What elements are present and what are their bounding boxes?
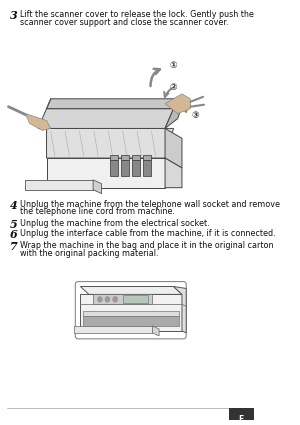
Polygon shape bbox=[110, 155, 118, 160]
Polygon shape bbox=[26, 113, 51, 130]
Polygon shape bbox=[110, 160, 118, 176]
Polygon shape bbox=[83, 311, 179, 316]
Text: 3: 3 bbox=[10, 10, 18, 21]
Polygon shape bbox=[165, 106, 182, 128]
Polygon shape bbox=[74, 326, 152, 333]
Text: 7: 7 bbox=[10, 241, 18, 252]
Polygon shape bbox=[46, 158, 165, 188]
Polygon shape bbox=[123, 295, 148, 303]
Polygon shape bbox=[143, 155, 152, 160]
Bar bbox=[229, 408, 254, 420]
Text: 5: 5 bbox=[10, 219, 18, 230]
Text: with the original packing material.: with the original packing material. bbox=[20, 249, 159, 258]
Polygon shape bbox=[93, 180, 102, 194]
Circle shape bbox=[105, 297, 110, 302]
Polygon shape bbox=[38, 109, 173, 128]
Polygon shape bbox=[93, 295, 152, 304]
Polygon shape bbox=[132, 160, 140, 176]
Polygon shape bbox=[121, 155, 130, 160]
Polygon shape bbox=[152, 326, 159, 336]
Polygon shape bbox=[46, 128, 173, 158]
Text: Lift the scanner cover to release the lock. Gently push the: Lift the scanner cover to release the lo… bbox=[20, 10, 254, 19]
Circle shape bbox=[113, 297, 117, 302]
Polygon shape bbox=[165, 128, 182, 168]
Polygon shape bbox=[46, 99, 178, 109]
Polygon shape bbox=[121, 160, 130, 176]
Text: the telephone line cord from machine.: the telephone line cord from machine. bbox=[20, 207, 175, 216]
Polygon shape bbox=[80, 286, 182, 295]
Polygon shape bbox=[165, 94, 190, 113]
Text: scanner cover support and close the scanner cover.: scanner cover support and close the scan… bbox=[20, 18, 229, 27]
Text: ②: ② bbox=[169, 83, 177, 92]
Polygon shape bbox=[165, 158, 182, 188]
Text: Unplug the machine from the electrical socket.: Unplug the machine from the electrical s… bbox=[20, 219, 210, 228]
Polygon shape bbox=[173, 286, 186, 333]
Polygon shape bbox=[83, 316, 179, 326]
Polygon shape bbox=[143, 160, 152, 176]
Text: ③: ③ bbox=[191, 110, 199, 120]
Text: Unplug the machine from the telephone wall socket and remove: Unplug the machine from the telephone wa… bbox=[20, 200, 280, 209]
Circle shape bbox=[98, 297, 102, 302]
Text: Wrap the machine in the bag and place it in the original carton: Wrap the machine in the bag and place it… bbox=[20, 241, 274, 250]
Text: E: E bbox=[238, 415, 244, 424]
Text: 6: 6 bbox=[10, 229, 18, 240]
Text: ①: ① bbox=[169, 61, 177, 70]
Text: 4: 4 bbox=[10, 200, 18, 210]
Polygon shape bbox=[26, 180, 93, 190]
Polygon shape bbox=[80, 295, 182, 331]
Polygon shape bbox=[132, 155, 140, 160]
Text: Unplug the interface cable from the machine, if it is connected.: Unplug the interface cable from the mach… bbox=[20, 229, 276, 238]
